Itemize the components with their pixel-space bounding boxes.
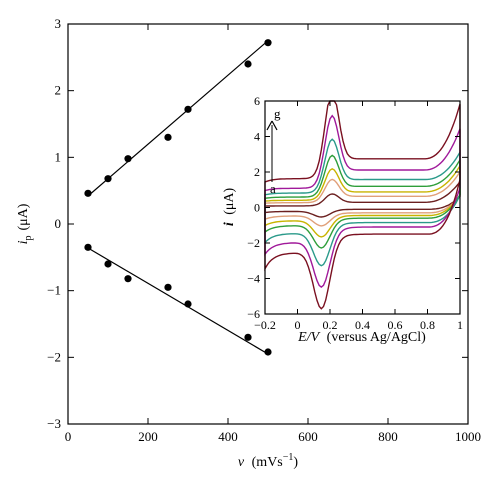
main-y-unit: (μA) (16, 203, 31, 230)
main-x-tick-label: 1000 (455, 429, 481, 444)
inset-x-symbol: E/V (297, 330, 320, 345)
main-y-tick-label: 0 (55, 216, 62, 231)
inset-background (265, 101, 460, 314)
main-data (84, 39, 272, 356)
main-y-tick-label: −3 (47, 416, 61, 431)
inset-x-tick-label: 0.6 (388, 318, 403, 332)
main-y-axis-label: ip (μA) (16, 203, 34, 244)
main-data-point (164, 283, 172, 291)
main-data-point (264, 39, 272, 47)
main-data-point (124, 155, 132, 163)
inset-y-tick-label: −4 (247, 272, 260, 286)
main-data-point (184, 300, 192, 308)
inset-y-tick-label: 0 (254, 201, 260, 215)
inset-x-text: (versus Ag/AgCl) (327, 330, 427, 345)
inset-arrow-start-label: a (270, 181, 276, 196)
main-data-point (84, 189, 92, 197)
main-x-axis-label: ν (mVs−1) (238, 452, 298, 470)
main-data-point (184, 105, 192, 113)
main-x-tick-label: 200 (138, 429, 158, 444)
main-x-unit: (mVs (252, 455, 283, 470)
inset-chart: −0.2 0 0.2 0.4 0.6 0.8 1 6 4 2 0 −2 −4 −6 g a E/V (ve… (222, 94, 463, 345)
main-x-unit-close: ) (293, 455, 298, 470)
main-data-point (104, 175, 112, 183)
main-x-tick-label: 0 (65, 429, 72, 444)
main-y-tick-label: −2 (47, 349, 61, 364)
inset-y-axis-label: i (μA) (222, 188, 237, 227)
inset-y-tick-label: 6 (254, 94, 260, 108)
inset-x-tick-label: 0.4 (355, 318, 370, 332)
inset-y-tick-label: −6 (247, 307, 260, 321)
main-x-tick-label: 400 (218, 429, 238, 444)
main-y-sub: p (23, 236, 34, 241)
inset-arrow-end-label: g (274, 106, 281, 121)
inset-y-tick-label: 2 (254, 165, 260, 179)
main-x-symbol: ν (238, 455, 245, 470)
main-x-unit-sup: −1 (283, 452, 294, 463)
main-y-tick-label: 2 (55, 83, 62, 98)
main-x-tick-label: 800 (378, 429, 398, 444)
inset-x-axis-label: E/V (versus Ag/AgCl) (297, 330, 426, 345)
main-y-tick-label: 1 (55, 149, 62, 164)
inset-arrow: g a (266, 106, 281, 196)
inset-ticks: −0.2 0 0.2 0.4 0.6 0.8 1 6 4 2 0 −2 −4 −6 (247, 94, 463, 332)
main-data-point (244, 60, 252, 68)
main-data-point (84, 243, 92, 251)
main-x-tick-label: 600 (298, 429, 318, 444)
main-data-point (164, 133, 172, 141)
inset-y-tick-label: −2 (247, 236, 260, 250)
inset-arrow-head-icon (266, 120, 278, 131)
main-y-symbol: i (16, 240, 31, 244)
main-y-tick-label: 3 (55, 16, 62, 31)
inset-y-symbol: i (222, 222, 237, 226)
inset-x-tick-label: 0.8 (420, 318, 435, 332)
main-data-point (104, 260, 112, 268)
inset-x-tick-label: −0.2 (254, 318, 276, 332)
main-fit-line (87, 40, 269, 197)
main-data-point (124, 275, 132, 283)
inset-x-tick-label: 0 (295, 318, 301, 332)
main-fit-line (87, 247, 269, 355)
inset-x-tick-label: 0.2 (323, 318, 338, 332)
main-data-point (244, 333, 252, 341)
inset-y-tick-label: 4 (254, 130, 260, 144)
main-y-tick-label: −1 (47, 283, 61, 298)
inset-y-unit: (μA) (222, 188, 237, 215)
inset-x-tick-label: 1 (457, 318, 463, 332)
main-data-point (264, 348, 272, 356)
